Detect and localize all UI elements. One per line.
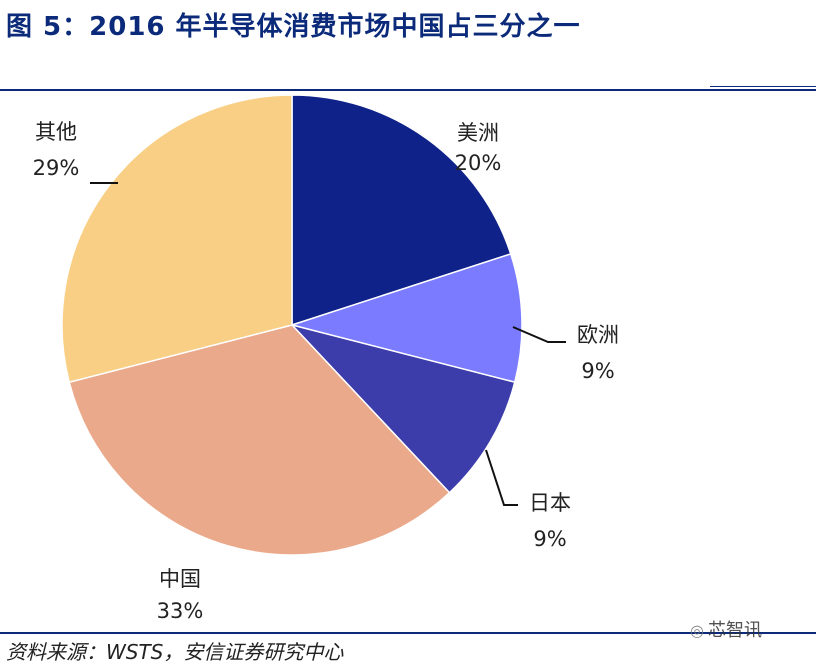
top-divider-accent	[710, 86, 816, 87]
pie-slice-5	[61, 94, 293, 384]
wechat-icon: ◎	[690, 621, 704, 640]
leader-line-2	[512, 326, 566, 343]
slice-value-label-5: 29%	[33, 156, 80, 180]
slice-value-label-4: 33%	[157, 599, 204, 623]
pie-slice-4	[68, 324, 451, 556]
slice-category-label-3: 日本	[529, 491, 571, 515]
slice-category-label-2: 欧洲	[577, 323, 619, 347]
watermark-text: 芯智讯	[707, 620, 762, 641]
source-note: 资料来源：WSTS，安信证券研究中心	[6, 640, 344, 664]
pie-slice-1	[291, 94, 512, 327]
slice-category-label-1: 美洲	[457, 121, 499, 145]
slice-value-label-3: 9%	[533, 527, 566, 551]
watermark: ◎ 芯智讯	[690, 616, 762, 642]
bottom-divider	[0, 632, 816, 634]
pie-slice-2	[289, 252, 523, 384]
slice-category-label-4: 中国	[159, 567, 201, 591]
slice-category-label-5: 其他	[35, 120, 77, 144]
top-divider	[0, 89, 816, 91]
slice-value-label-1: 20%	[455, 151, 502, 175]
leader-line-3	[485, 449, 518, 506]
pie-slice-3	[289, 323, 516, 494]
slice-value-label-2: 9%	[581, 359, 614, 383]
chart-title: 图 5：2016 年半导体消费市场中国占三分之一	[6, 12, 581, 42]
